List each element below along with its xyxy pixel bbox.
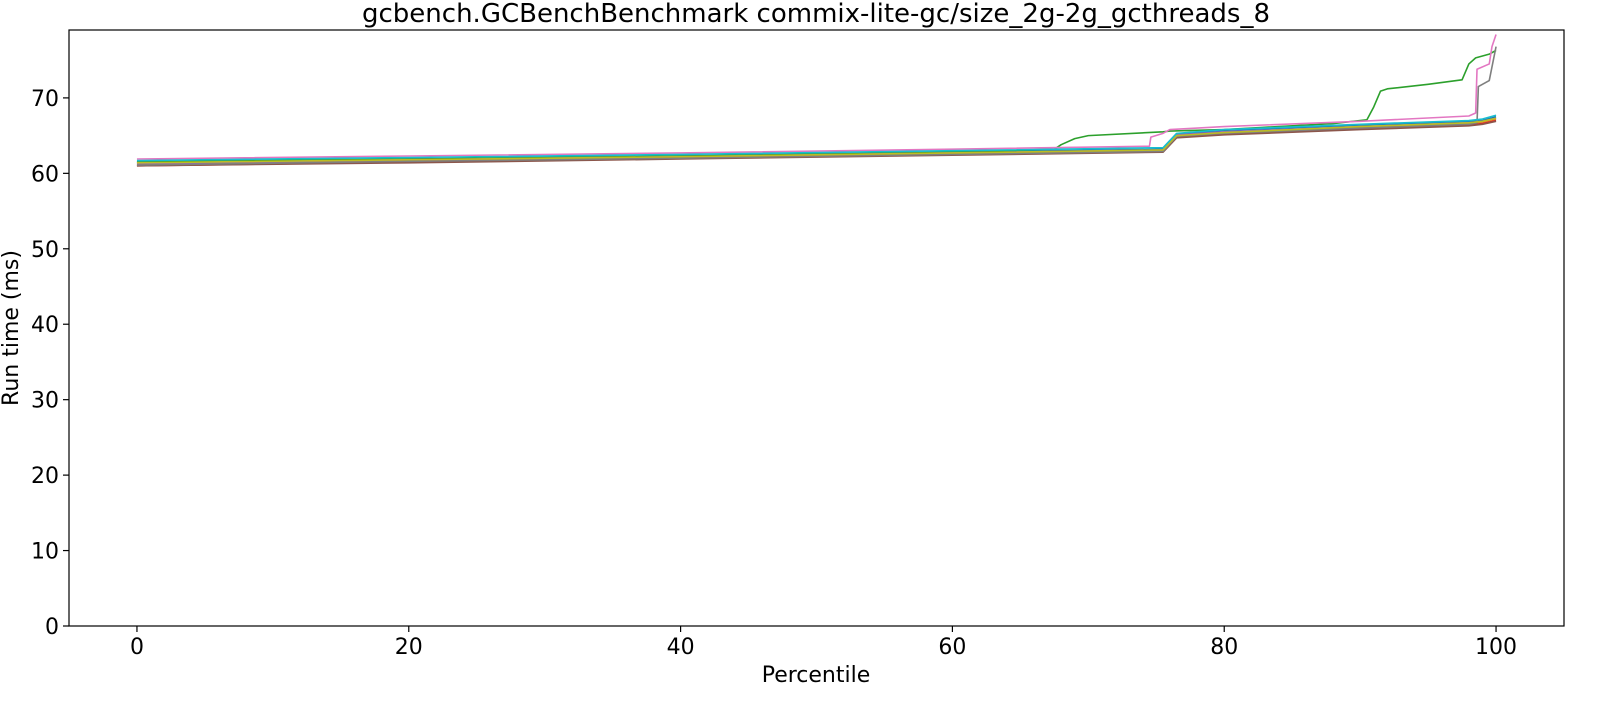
x-tick-label: 0 [130,635,144,660]
x-tick-label: 20 [395,635,423,660]
y-axis-label: Run time (ms) [0,250,24,406]
y-tick-label: 70 [31,87,59,112]
chart-title: gcbench.GCBenchBenchmark commix-lite-gc/… [362,0,1270,29]
x-axis-label: Percentile [762,663,871,688]
series-line-9 [136,117,1497,164]
series-line-6 [136,120,1497,167]
y-tick-label: 10 [31,540,59,565]
series-line-10 [136,114,1497,162]
x-tick-label: 100 [1475,635,1517,660]
y-ticks: 0 10 20 30 40 50 60 70 [31,87,69,640]
series-layer [136,34,1497,167]
x-tick-label: 60 [938,635,966,660]
plot-background [69,30,1564,626]
x-ticks: 0 20 40 60 80 100 [130,626,1517,660]
y-tick-label: 0 [45,615,59,640]
plot-frame [68,29,1565,627]
series-line-7 [136,34,1497,160]
x-tick-label: 80 [1210,635,1238,660]
x-tick-label: 40 [667,635,695,660]
y-tick-label: 60 [31,162,59,187]
y-tick-label: 50 [31,238,59,263]
y-tick-label: 20 [31,464,59,489]
y-tick-label: 30 [31,389,59,414]
y-tick-label: 40 [31,313,59,338]
